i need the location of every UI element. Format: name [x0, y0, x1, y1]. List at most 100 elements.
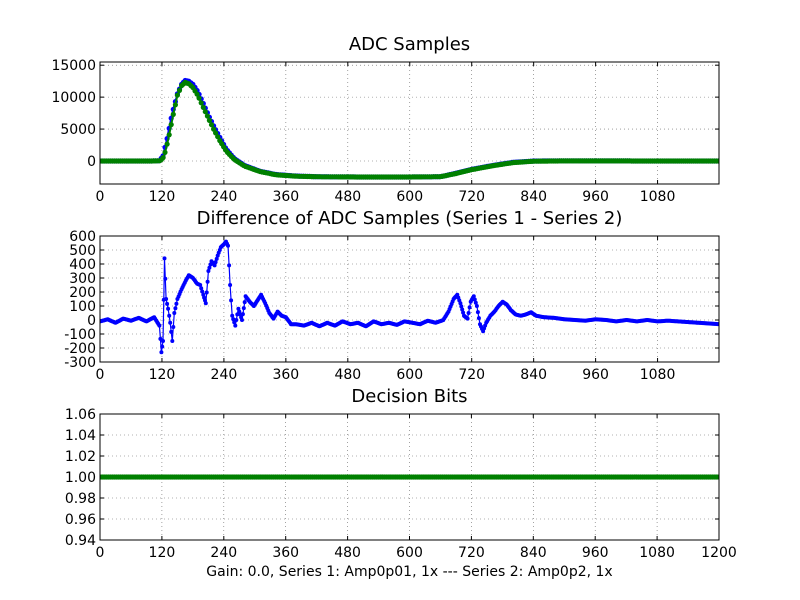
- data-point: [204, 290, 209, 295]
- series-1: [100, 77, 719, 180]
- y-tick-label: 0: [87, 313, 96, 329]
- x-tick-label: 720: [458, 545, 485, 561]
- data-point: [241, 306, 246, 311]
- x-tick-label: 0: [96, 545, 105, 561]
- data-point: [202, 109, 208, 115]
- x-tick-label: 0: [96, 189, 105, 205]
- x-tick-label: 480: [334, 367, 361, 383]
- data-point: [194, 91, 200, 97]
- data-point: [160, 344, 165, 349]
- y-tick-label: 500: [69, 243, 96, 259]
- data-point: [215, 134, 221, 140]
- data-point: [233, 323, 238, 328]
- y-tick-label: 200: [69, 285, 96, 301]
- data-point: [198, 100, 204, 106]
- x-tick-label: 960: [582, 545, 609, 561]
- data-point: [167, 313, 172, 318]
- y-tick-label: 300: [69, 271, 96, 287]
- x-tick-label: 360: [272, 367, 299, 383]
- axes-frame: [99, 61, 720, 185]
- panel-title: ADC Samples: [349, 34, 470, 55]
- y-tick-label: 100: [69, 299, 96, 315]
- x-tick-label: 960: [582, 189, 609, 205]
- data-point: [467, 305, 472, 310]
- axes-frame: [99, 235, 720, 363]
- data-point: [235, 312, 240, 317]
- data-point: [466, 311, 471, 315]
- data-point: [716, 474, 719, 480]
- data-point: [240, 312, 245, 317]
- data-point: [458, 301, 463, 306]
- data-point: [198, 283, 203, 287]
- data-point: [162, 256, 167, 261]
- data-point: [207, 265, 212, 270]
- data-point: [168, 122, 174, 128]
- data-point: [476, 316, 481, 321]
- x-tick-label: 360: [272, 189, 299, 205]
- data-point: [226, 243, 230, 248]
- y-tick-label: 1.00: [65, 470, 96, 486]
- data-point: [163, 276, 168, 281]
- x-tick-label: 600: [396, 189, 423, 205]
- data-point: [200, 104, 206, 110]
- x-tick-label: 120: [149, 367, 176, 383]
- data-point: [213, 260, 218, 265]
- series-1: [100, 474, 719, 480]
- y-tick-label: 10000: [51, 90, 96, 106]
- data-point: [205, 279, 210, 284]
- data-point: [228, 283, 233, 287]
- x-tick-label: 600: [396, 545, 423, 561]
- x-tick-label: 0: [96, 367, 105, 383]
- x-tick-label: 600: [396, 367, 423, 383]
- data-point: [200, 289, 205, 294]
- data-point: [199, 286, 204, 291]
- data-point: [242, 300, 247, 305]
- series-2: [100, 79, 719, 180]
- data-point: [170, 339, 175, 343]
- data-point: [212, 263, 217, 268]
- y-tick-label: 15000: [51, 58, 96, 74]
- data-point: [230, 313, 235, 318]
- data-point: [459, 304, 464, 309]
- data-point: [171, 325, 176, 329]
- x-tick-label: 840: [520, 545, 547, 561]
- data-point: [471, 294, 476, 299]
- y-tick-label: 1.06: [65, 407, 96, 423]
- data-point: [473, 300, 478, 305]
- data-point: [159, 350, 164, 355]
- x-tick-label: 840: [520, 189, 547, 205]
- data-point: [172, 102, 178, 108]
- data-point: [164, 297, 169, 301]
- panel-2: Difference of ADC Samples (Series 1 - Se…: [64, 208, 720, 383]
- data-point: [465, 316, 470, 321]
- data-point: [161, 339, 165, 343]
- data-point: [168, 320, 173, 325]
- x-tick-label: 240: [210, 545, 237, 561]
- data-point: [460, 307, 465, 312]
- data-point: [162, 149, 168, 155]
- axes-frame: [99, 413, 720, 541]
- x-tick-label: 1080: [640, 367, 676, 383]
- y-tick-label: 0.94: [65, 533, 96, 549]
- y-tick-label: 1.02: [65, 449, 96, 465]
- y-tick-label: 0.96: [65, 512, 96, 528]
- x-tick-label: 1080: [640, 189, 676, 205]
- data-point: [173, 306, 178, 311]
- x-tick-label: 960: [582, 367, 609, 383]
- y-tick-label: 1.04: [65, 428, 96, 444]
- data-point: [169, 329, 174, 334]
- data-point: [172, 311, 177, 315]
- x-tick-label: 1080: [639, 545, 675, 561]
- x-tick-label: 1200: [701, 545, 737, 561]
- data-point: [715, 158, 719, 164]
- x-tick-label: 120: [149, 545, 176, 561]
- series-1: [100, 239, 719, 355]
- data-point: [213, 130, 219, 136]
- data-point: [166, 132, 172, 138]
- data-point: [206, 269, 211, 273]
- data-point: [231, 317, 236, 322]
- y-tick-label: 5000: [60, 122, 96, 138]
- x-tick-label: 480: [334, 189, 361, 205]
- data-point: [474, 304, 479, 308]
